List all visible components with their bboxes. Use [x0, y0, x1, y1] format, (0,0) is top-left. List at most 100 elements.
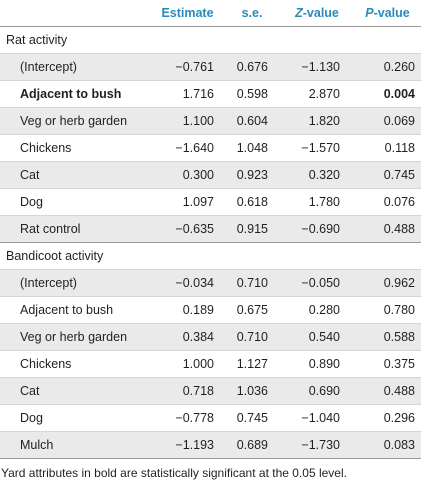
table-row: Adjacent to bush 0.189 0.675 0.280 0.780 [0, 296, 421, 324]
section-header-row: Bandicoot activity [0, 242, 421, 270]
row-label: Dog [0, 188, 151, 216]
cell-se: 0.923 [224, 161, 280, 189]
cell-p-value: 0.083 [354, 431, 421, 459]
table-row: Chickens −1.640 1.048 −1.570 0.118 [0, 134, 421, 162]
section-title: Bandicoot activity [0, 242, 421, 270]
header-z-suffix: -value [302, 6, 339, 20]
cell-p-value: 0.588 [354, 323, 421, 351]
cell-se: 0.618 [224, 188, 280, 216]
cell-z-value: 1.780 [280, 188, 354, 216]
table-row: Dog 1.097 0.618 1.780 0.076 [0, 188, 421, 216]
results-table: Estimate s.e. Z-value P-value Rat activi… [0, 0, 421, 459]
cell-estimate: 1.097 [151, 188, 224, 216]
cell-z-value: −1.570 [280, 134, 354, 162]
cell-p-value: 0.260 [354, 53, 421, 81]
cell-estimate: 1.716 [151, 80, 224, 108]
cell-p-value: 0.076 [354, 188, 421, 216]
cell-z-value: 2.870 [280, 80, 354, 108]
cell-se: 0.676 [224, 53, 280, 81]
header-z-symbol: Z [295, 6, 303, 20]
cell-se: 0.598 [224, 80, 280, 108]
row-label: Cat [0, 377, 151, 405]
table-row: Cat 0.300 0.923 0.320 0.745 [0, 161, 421, 189]
cell-estimate: −0.778 [151, 404, 224, 432]
cell-p-value: 0.488 [354, 377, 421, 405]
row-label: Chickens [0, 134, 151, 162]
cell-z-value: −1.130 [280, 53, 354, 81]
cell-se: 1.127 [224, 350, 280, 378]
header-z-value: Z-value [280, 0, 354, 27]
cell-p-value: 0.296 [354, 404, 421, 432]
cell-p-value: 0.488 [354, 215, 421, 243]
cell-se: 0.915 [224, 215, 280, 243]
cell-z-value: 0.690 [280, 377, 354, 405]
cell-p-value: 0.962 [354, 269, 421, 297]
row-label: Adjacent to bush [0, 80, 151, 108]
cell-se: 1.048 [224, 134, 280, 162]
cell-z-value: 0.280 [280, 296, 354, 324]
cell-z-value: 0.890 [280, 350, 354, 378]
header-p-suffix: -value [373, 6, 410, 20]
cell-estimate: 0.718 [151, 377, 224, 405]
cell-p-value: 0.375 [354, 350, 421, 378]
table-row: (Intercept) −0.034 0.710 −0.050 0.962 [0, 269, 421, 297]
cell-se: 0.710 [224, 323, 280, 351]
row-label: (Intercept) [0, 53, 151, 81]
row-label: Rat control [0, 215, 151, 243]
row-label: Mulch [0, 431, 151, 459]
cell-se: 0.604 [224, 107, 280, 135]
cell-se: 1.036 [224, 377, 280, 405]
row-label: Adjacent to bush [0, 296, 151, 324]
cell-se: 0.745 [224, 404, 280, 432]
cell-estimate: 1.100 [151, 107, 224, 135]
cell-z-value: 1.820 [280, 107, 354, 135]
table-row: Mulch −1.193 0.689 −1.730 0.083 [0, 431, 421, 459]
row-label: Chickens [0, 350, 151, 378]
cell-estimate: −0.635 [151, 215, 224, 243]
table-footnote: Yard attributes in bold are statisticall… [1, 466, 347, 480]
cell-estimate: −1.640 [151, 134, 224, 162]
cell-estimate: −0.034 [151, 269, 224, 297]
row-label: Dog [0, 404, 151, 432]
row-label: (Intercept) [0, 269, 151, 297]
cell-p-value: 0.118 [354, 134, 421, 162]
header-estimate: Estimate [151, 0, 224, 27]
table-row: Cat 0.718 1.036 0.690 0.488 [0, 377, 421, 405]
cell-p-value: 0.069 [354, 107, 421, 135]
row-label: Veg or herb garden [0, 323, 151, 351]
table-row: Chickens 1.000 1.127 0.890 0.375 [0, 350, 421, 378]
cell-z-value: −1.730 [280, 431, 354, 459]
cell-se: 0.689 [224, 431, 280, 459]
header-p-symbol: P [365, 6, 374, 20]
cell-z-value: 0.320 [280, 161, 354, 189]
cell-z-value: −1.040 [280, 404, 354, 432]
cell-estimate: −1.193 [151, 431, 224, 459]
cell-p-value: 0.780 [354, 296, 421, 324]
table-row: Veg or herb garden 0.384 0.710 0.540 0.588 [0, 323, 421, 351]
cell-p-value: 0.004 [354, 80, 421, 108]
cell-z-value: −0.050 [280, 269, 354, 297]
cell-z-value: 0.540 [280, 323, 354, 351]
row-label: Cat [0, 161, 151, 189]
cell-estimate: 0.384 [151, 323, 224, 351]
header-p-value: P-value [354, 0, 421, 27]
table-body: Rat activity (Intercept) −0.761 0.676 −1.130… [0, 26, 421, 459]
cell-se: 0.675 [224, 296, 280, 324]
header-label-column [0, 0, 151, 27]
table-row: Veg or herb garden 1.100 0.604 1.820 0.069 [0, 107, 421, 135]
table-row: Adjacent to bush 1.716 0.598 2.870 0.004 [0, 80, 421, 108]
cell-estimate: 0.300 [151, 161, 224, 189]
table-row: Dog −0.778 0.745 −1.040 0.296 [0, 404, 421, 432]
cell-estimate: 0.189 [151, 296, 224, 324]
cell-se: 0.710 [224, 269, 280, 297]
cell-z-value: −0.690 [280, 215, 354, 243]
cell-estimate: −0.761 [151, 53, 224, 81]
cell-estimate: 1.000 [151, 350, 224, 378]
row-label: Veg or herb garden [0, 107, 151, 135]
table-row: Rat control −0.635 0.915 −0.690 0.488 [0, 215, 421, 243]
section-header-row: Rat activity [0, 26, 421, 54]
section-title: Rat activity [0, 26, 421, 54]
table-row: (Intercept) −0.761 0.676 −1.130 0.260 [0, 53, 421, 81]
header-row: Estimate s.e. Z-value P-value [0, 0, 421, 27]
header-se: s.e. [224, 0, 280, 27]
